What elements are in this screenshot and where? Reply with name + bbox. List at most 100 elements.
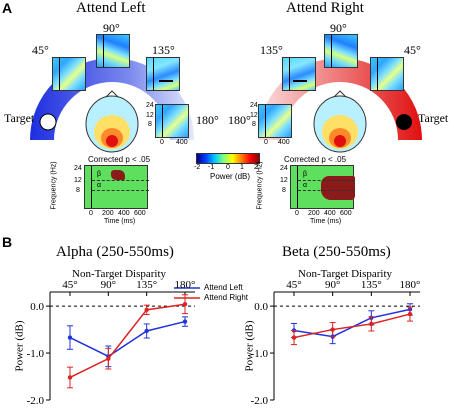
beta-title: Beta (250-550ms) [282, 244, 391, 260]
right-stat-title: Corrected p < .05 [284, 155, 347, 164]
alpha-y-tick-label: -1.0 [27, 348, 45, 360]
alpha-x-tick-label: 45° [62, 279, 77, 291]
alpha-y-tick-label: 0.0 [30, 301, 44, 313]
right-stat-alpha: α [303, 182, 308, 189]
left-stat-time-200: 200 [102, 210, 114, 217]
right-stat-freq-24: 24 [280, 165, 288, 172]
legend-swatches [174, 287, 200, 299]
left-angle-45: 45° [32, 43, 49, 57]
left-stat-map: β α [84, 165, 149, 209]
left-angle-135: 135° [152, 43, 175, 57]
right-tf-135 [282, 57, 316, 91]
beta-series-1-line [293, 313, 411, 339]
beta-point [369, 321, 374, 327]
left-stat-freq-12: 12 [74, 177, 82, 184]
alpha-x-tick-label: 90° [101, 279, 116, 291]
right-freq-24: 24 [250, 102, 258, 109]
alpha-point [182, 319, 188, 324]
alpha-y-tick-label: -2.0 [27, 395, 45, 407]
alpha-series-0-line [69, 320, 186, 358]
left-time-400: 400 [176, 139, 188, 146]
left-tf-135 [146, 57, 180, 91]
right-stat-xlabel: Time (ms) [310, 218, 342, 225]
right-angle-90: 90° [330, 21, 347, 35]
right-target-label: Target [418, 111, 449, 125]
right-angle-180: 180° [228, 113, 251, 127]
right-stat-time-600: 600 [340, 210, 352, 217]
left-stat-time-400: 400 [118, 210, 130, 217]
right-stat-time-200: 200 [308, 210, 320, 217]
colorbar-tick-m2: -2 [194, 164, 201, 171]
alpha-point [67, 335, 73, 340]
left-stat-xlabel: Time (ms) [104, 218, 136, 225]
panel-b-letter: B [2, 234, 13, 250]
beta-xlabel: Non-Target Disparity [298, 268, 393, 280]
beta-series-0-line [293, 308, 411, 338]
left-stat-alpha: α [97, 182, 102, 189]
alpha-x-tick-label: 135° [136, 279, 157, 291]
left-stat-time-600: 600 [134, 210, 146, 217]
left-tf-180 [155, 104, 189, 138]
left-angle-90: 90° [103, 21, 120, 35]
right-stat-beta: β [303, 171, 308, 178]
alpha-point [144, 307, 149, 313]
left-target-label: Target [4, 111, 35, 125]
right-stat-freq-8: 8 [282, 187, 286, 194]
beta-x-tick-label: 135° [361, 279, 382, 291]
left-stat-freq-24: 24 [74, 165, 82, 172]
alpha-xlabel: Non-Target Disparity [72, 268, 167, 280]
beta-y-tick-label: 0.0 [254, 301, 268, 313]
colorbar [196, 153, 260, 164]
right-topo-head [313, 90, 367, 153]
right-tf-45 [370, 57, 404, 91]
alpha-point [144, 328, 149, 334]
panel-a-letter: A [2, 0, 13, 16]
right-title: Attend Right [286, 0, 364, 16]
left-topo-head [85, 90, 139, 153]
beta-x-tick-label: 180° [400, 279, 421, 291]
right-angle-135: 135° [260, 43, 283, 57]
beta-point [407, 311, 413, 317]
colorbar-tick-0: 0 [226, 164, 230, 171]
beta-point [291, 335, 297, 340]
legend-attend-right: Attend Right [204, 293, 249, 302]
left-freq-24: 24 [146, 102, 154, 109]
left-stat-freq-8: 8 [76, 187, 80, 194]
alpha-title: Alpha (250-550ms) [56, 244, 174, 260]
left-tf-90 [96, 34, 130, 68]
beta-point [330, 327, 335, 332]
right-freq-8: 8 [252, 121, 256, 128]
right-stat-freq-12: 12 [280, 177, 288, 184]
beta-y-tick-label: -1.0 [251, 348, 269, 360]
left-angle-180: 180° [196, 113, 219, 127]
beta-x-tick-label: 45° [286, 279, 301, 291]
colorbar-label: Power (dB) [210, 172, 251, 181]
left-time-0: 0 [160, 139, 164, 146]
left-stat-time-0: 0 [89, 210, 93, 217]
alpha-series-1-line [69, 303, 186, 379]
colorbar-tick-2: 2 [254, 164, 258, 171]
right-stat-time-400: 400 [324, 210, 336, 217]
left-tf-45 [52, 57, 86, 91]
legend-attend-left: Attend Left [204, 283, 243, 292]
alpha-point [182, 302, 188, 307]
right-angle-45: 45° [404, 43, 421, 57]
colorbar-tick-m1: -1 [208, 164, 215, 171]
right-stat-map: β α [290, 165, 355, 209]
right-tf-90 [324, 34, 358, 68]
right-tf-180 [258, 104, 292, 138]
colorbar-tick-1: 1 [240, 164, 244, 171]
right-time-0: 0 [264, 139, 268, 146]
alpha-point [67, 375, 73, 380]
right-freq-12: 12 [250, 112, 258, 119]
left-freq-12: 12 [146, 112, 154, 119]
right-time-400: 400 [278, 139, 290, 146]
alpha-point [106, 356, 111, 361]
left-stat-title: Corrected p < .05 [88, 155, 151, 164]
left-stat-beta: β [97, 171, 102, 178]
alpha-x-tick-label: 180° [175, 279, 196, 291]
left-freq-8: 8 [148, 121, 152, 128]
right-stat-time-0: 0 [295, 210, 299, 217]
beta-y-tick-label: -2.0 [251, 395, 269, 407]
